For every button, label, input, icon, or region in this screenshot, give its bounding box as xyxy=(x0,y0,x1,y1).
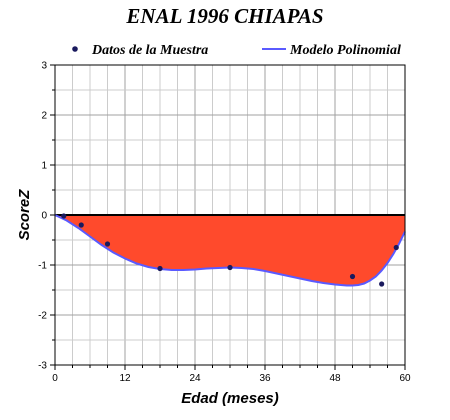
x-tick-label: 12 xyxy=(119,373,131,384)
data-point xyxy=(61,213,67,219)
y-tick-label: -3 xyxy=(38,361,47,372)
y-tick-label: 0 xyxy=(41,211,47,222)
legend-label-datos: Datos de la Muestra xyxy=(91,43,208,58)
data-points xyxy=(61,213,399,287)
data-point xyxy=(78,222,84,228)
axis-ticks xyxy=(50,64,406,370)
data-point xyxy=(393,244,399,251)
y-tick-label: 1 xyxy=(41,161,47,172)
data-point xyxy=(157,265,163,272)
y-tick-label: 3 xyxy=(41,61,47,72)
x-tick-label: 60 xyxy=(399,373,411,384)
chart-title: ENAL 1996 CHIAPAS xyxy=(125,4,323,28)
x-tick-label: 0 xyxy=(52,373,58,384)
y-tick-label: 2 xyxy=(41,111,47,122)
data-point xyxy=(379,281,385,287)
area-fill xyxy=(55,215,405,286)
x-tick-label: 36 xyxy=(259,373,271,384)
legend-marker-datos xyxy=(72,46,78,52)
data-point xyxy=(227,264,233,271)
y-tick-label: -1 xyxy=(38,261,47,272)
x-axis-title: Edad (meses) xyxy=(181,390,279,407)
x-tick-label: 24 xyxy=(189,373,201,384)
x-tick-label: 48 xyxy=(329,373,341,384)
legend-label-modelo: Modelo Polinomial xyxy=(289,43,401,58)
y-axis-title: ScoreZ xyxy=(16,189,33,241)
data-point xyxy=(349,273,356,280)
data-point xyxy=(104,241,111,247)
model-line xyxy=(54,214,406,287)
legend: Datos de la Muestra Modelo Polinomial xyxy=(72,43,401,58)
y-tick-label: -2 xyxy=(38,311,47,322)
